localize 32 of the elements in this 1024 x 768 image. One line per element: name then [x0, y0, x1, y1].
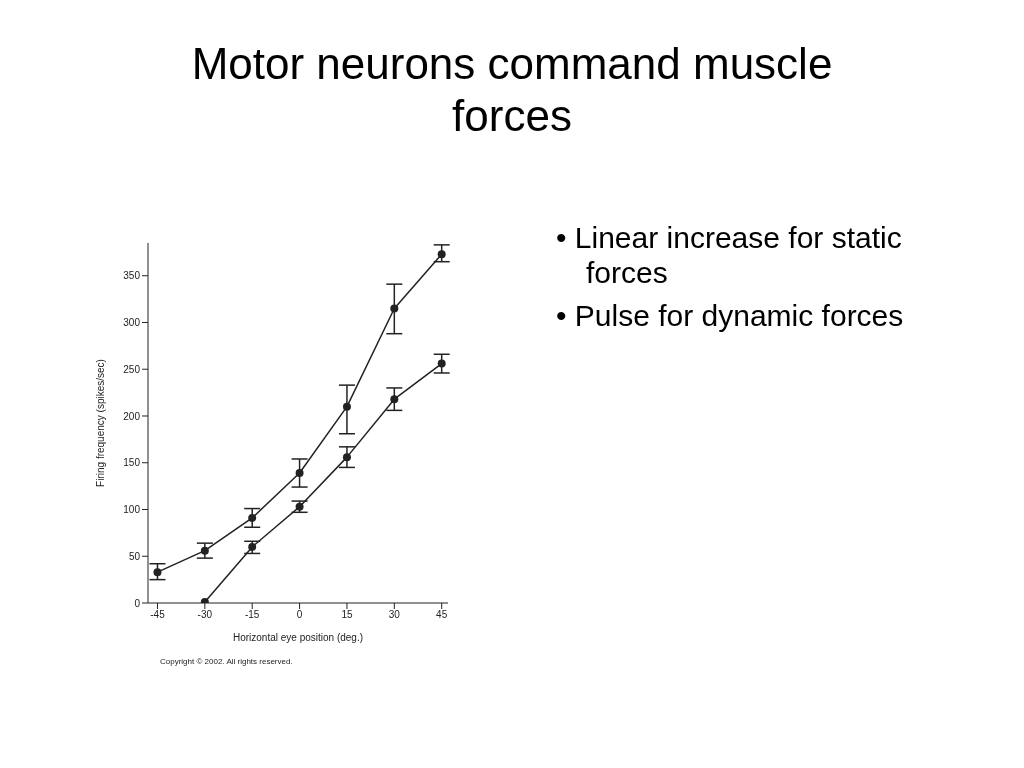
- y-tick-label: 250: [123, 363, 141, 375]
- point: [390, 304, 399, 313]
- y-tick-label: 200: [123, 410, 141, 422]
- point: [200, 546, 209, 555]
- x-tick-label: 30: [388, 609, 401, 621]
- x-tick-label: -30: [197, 609, 213, 621]
- text: • Pulse for dynamic forces: [556, 298, 905, 333]
- point: [437, 250, 446, 259]
- point: [437, 359, 446, 368]
- point: [390, 395, 399, 404]
- x-tick-label: 15: [341, 609, 353, 621]
- chart-title: Motor neurons command muscle forces: [190, 38, 834, 142]
- point: [295, 469, 304, 478]
- x-axis-title: Horizontal eye position (deg.): [232, 632, 364, 643]
- point: [342, 453, 351, 462]
- y-tick-label: 100: [123, 504, 141, 516]
- x-tick-label: -15: [244, 609, 260, 621]
- y-tick-label: 150: [123, 457, 141, 469]
- point: [153, 568, 162, 577]
- text: • Linear increase for static forces: [556, 220, 903, 290]
- y-tick-label: 50: [128, 550, 141, 562]
- point: [342, 402, 351, 411]
- x-tick-label: -45: [150, 609, 166, 621]
- y-tick-label: 0: [134, 597, 141, 609]
- x-tick-label: 0: [296, 609, 303, 621]
- point: [248, 513, 257, 522]
- y-tick-label: 300: [123, 317, 141, 329]
- y-tick-label: 350: [123, 270, 141, 282]
- point: [248, 542, 257, 551]
- y-axis-title: Firing frequency (spikes/sec): [94, 359, 106, 487]
- x-tick-label: 45: [436, 609, 448, 621]
- text: Copyright © 2002. All rights reserved.: [160, 657, 294, 666]
